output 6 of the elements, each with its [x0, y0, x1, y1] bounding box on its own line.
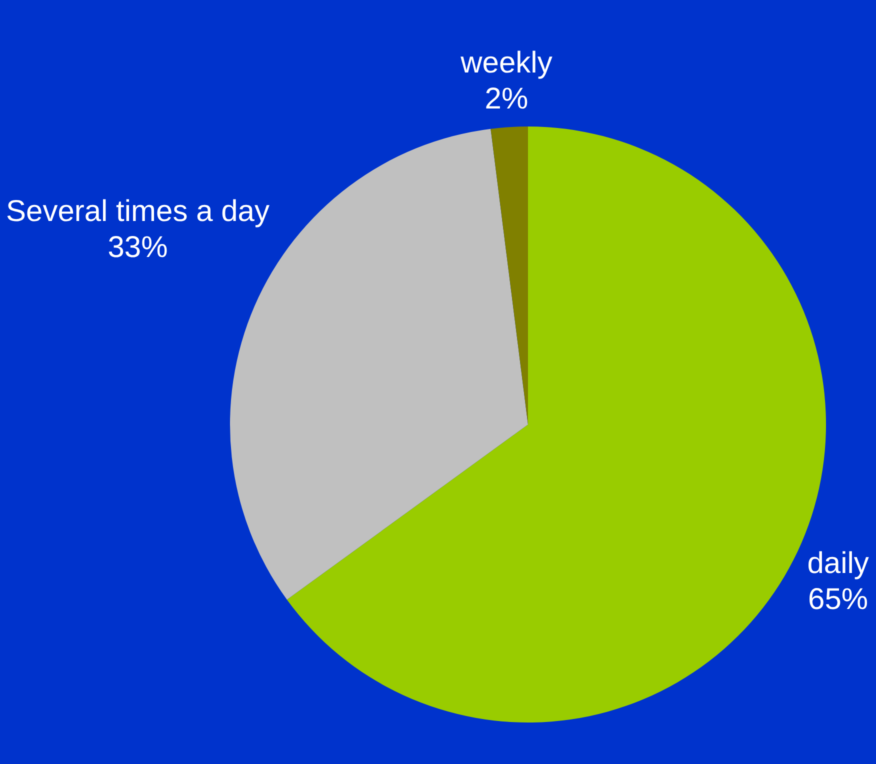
- data-label: 33%: [108, 230, 168, 264]
- data-label: 2%: [484, 82, 528, 116]
- slice-label: daily: [807, 546, 869, 580]
- slice-label: Several times a day: [6, 194, 270, 228]
- slice-label: weekly: [460, 46, 552, 80]
- data-label: 65%: [808, 582, 868, 616]
